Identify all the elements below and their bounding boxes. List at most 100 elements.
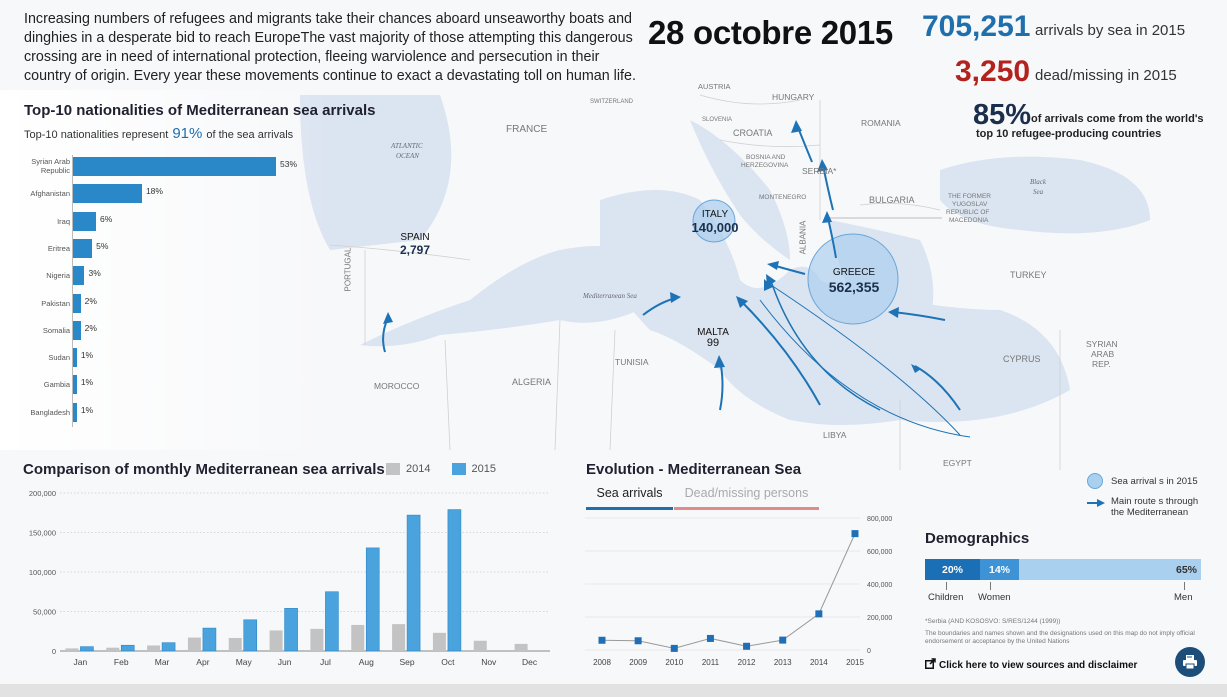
nationality-bar — [73, 157, 276, 176]
demographic-segment-children[interactable]: 20% — [925, 559, 980, 580]
footnote-un-disclaimer: The boundaries and names shown and the d… — [925, 630, 1195, 645]
y-tick-label: 600,000 — [867, 549, 892, 556]
evolution-title: Evolution - Mediterranean Sea — [586, 461, 802, 478]
nationality-row[interactable]: Gambia 1% — [24, 373, 324, 400]
data-point-marker[interactable] — [670, 644, 678, 652]
arrival-point-malta[interactable]: MALTA 99 — [692, 327, 734, 349]
bar-2014[interactable] — [187, 637, 201, 651]
x-tick-label: 2009 — [629, 658, 647, 667]
nationality-row[interactable]: Nigeria 3% — [24, 264, 324, 291]
nationality-value: 53% — [280, 159, 298, 169]
nationality-row[interactable]: Eritrea 5% — [24, 237, 324, 264]
print-button[interactable] — [1175, 647, 1205, 677]
y-tick-label: 800,000 — [867, 516, 892, 523]
nationality-label: Somalia — [42, 325, 70, 335]
arrival-point-greece[interactable]: GREECE 562,355 — [818, 266, 890, 294]
bar-2014[interactable] — [269, 630, 283, 651]
legend-swatch-grey — [386, 463, 400, 476]
bar-2015[interactable] — [202, 627, 217, 652]
nationality-row[interactable]: Syrian Arab Republic 53% — [24, 155, 324, 182]
subtitle-post: of the sea arrivals — [206, 129, 294, 141]
country-label: MACEDONIA — [949, 217, 989, 224]
bar-2015[interactable] — [120, 644, 135, 652]
bar-2015[interactable] — [365, 547, 380, 652]
bar-2015[interactable] — [161, 642, 176, 652]
monthly-chart-title: Comparison of monthly Mediterranean sea … — [23, 461, 385, 478]
bar-2015[interactable] — [284, 608, 298, 652]
x-tick-label: Apr — [196, 657, 209, 667]
nationality-row[interactable]: Afghanistan 18% — [24, 182, 324, 209]
country-label: ARAB — [1091, 349, 1115, 359]
monthly-bar-chart: 0 50,000 100,000 150,000 200,000 Jan Feb Mar Apr… — [29, 489, 550, 667]
bar-2015[interactable] — [447, 509, 462, 652]
nationality-row[interactable]: Sudan 1% — [24, 346, 324, 373]
nationality-value: 18% — [145, 186, 163, 197]
demographic-segment-women[interactable]: 14% — [980, 559, 1019, 580]
evolution-line-chart: 0 200,000 400,000 600,000 800,000 2008 2009 201… — [585, 516, 892, 667]
refugee-pct-label: of arrivals come from the world's — [1031, 113, 1204, 125]
bar-2014[interactable] — [106, 647, 120, 651]
nationality-value: 2% — [84, 295, 97, 306]
nationality-row[interactable]: Pakistan 2% — [24, 292, 324, 319]
country-label: FRANCE — [506, 124, 548, 135]
legend-item-2015[interactable]: 2015 — [451, 463, 496, 476]
arrival-country: SPAIN — [400, 232, 430, 243]
demographic-label: Women — [978, 592, 1011, 603]
bar-2015[interactable] — [325, 591, 339, 652]
country-label: HUNGARY — [772, 92, 815, 102]
bar-2014[interactable] — [392, 624, 406, 651]
nationalities-subtitle: Top-10 nationalities represent 91% of the … — [24, 125, 293, 142]
tab-dead-missing[interactable]: Dead/missing persons — [674, 484, 819, 510]
arrival-value: 99 — [706, 337, 720, 349]
nationality-label: Afghanistan — [30, 189, 70, 199]
nationality-row[interactable]: Bangladesh 1% — [24, 401, 324, 428]
bar-2015[interactable] — [80, 646, 94, 652]
bar-2014[interactable] — [147, 645, 161, 651]
intro-paragraph: Increasing numbers of refugees and migra… — [24, 11, 636, 84]
bar-2015[interactable] — [406, 514, 421, 652]
legend-arrow-line-2: the Mediterranean — [1111, 507, 1189, 518]
x-tick-label: 2015 — [846, 658, 864, 667]
data-point-marker[interactable] — [851, 530, 859, 538]
y-tick-label: 0 — [867, 648, 871, 655]
country-label: MOROCCO — [374, 381, 420, 391]
data-point-marker[interactable] — [743, 642, 751, 650]
bar-2014[interactable] — [473, 640, 487, 651]
bar-2014[interactable] — [310, 628, 324, 651]
tab-sea-arrivals[interactable]: Sea arrivals — [586, 484, 673, 510]
nationality-label: Gambia — [43, 380, 70, 390]
dead-stat-label: dead/missing in 2015 — [1035, 67, 1177, 84]
legend-item-2014[interactable]: 2014 — [386, 463, 430, 476]
sources-disclaimer-link[interactable]: Click here to view sources and disclaime… — [925, 658, 1137, 671]
nationality-value: 3% — [88, 268, 101, 279]
nationality-label: Iraq — [57, 216, 70, 226]
nationality-row[interactable]: Iraq 6% — [24, 210, 324, 237]
bar-2014[interactable] — [514, 643, 528, 651]
sea-label: ATLANTIC — [391, 142, 423, 150]
arrival-point-spain[interactable]: SPAIN 2,797 — [400, 232, 430, 256]
bar-2014[interactable] — [432, 632, 446, 651]
chart-axis — [72, 155, 73, 427]
y-tick-label: 200,000 — [29, 489, 56, 498]
country-label: ALBANIA — [798, 220, 808, 255]
nationality-bar — [73, 211, 96, 231]
data-point-marker[interactable] — [598, 636, 606, 644]
data-point-marker[interactable] — [706, 634, 714, 642]
bar-2015[interactable] — [243, 619, 258, 652]
data-point-marker[interactable] — [634, 637, 642, 645]
bar-2014[interactable] — [65, 648, 79, 651]
demographic-segment-men[interactable]: 65% — [1019, 559, 1201, 580]
data-point-marker[interactable] — [815, 610, 823, 618]
nationality-row[interactable]: Somalia 2% — [24, 319, 324, 346]
bar-2014[interactable] — [228, 637, 242, 651]
bar-2014[interactable] — [351, 624, 365, 651]
data-point-marker[interactable] — [779, 636, 787, 644]
footnote-serbia: *Serbia (AND KOSOSVO: S/RES/1244 (1999)) — [925, 618, 1061, 625]
country-label: YUGOSLAV — [952, 201, 988, 208]
country-label: CROATIA — [733, 128, 773, 138]
nationality-label: Nigeria — [46, 271, 70, 281]
arrival-country: MALTA — [697, 327, 729, 338]
demographic-tick — [990, 582, 991, 590]
arrival-point-italy[interactable]: ITALY 140,000 — [688, 208, 742, 234]
